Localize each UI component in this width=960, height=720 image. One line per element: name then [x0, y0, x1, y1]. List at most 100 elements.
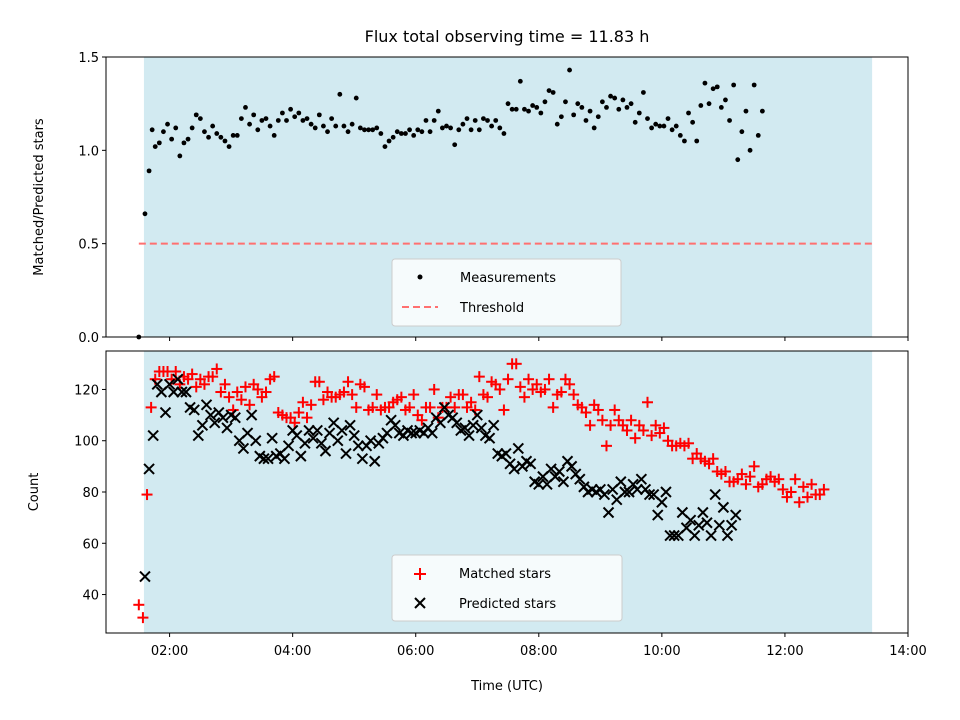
measurement-point-39 [296, 110, 302, 116]
measurement-point-31 [263, 116, 269, 121]
matched-star-point-89 [498, 404, 510, 416]
measurement-point-23 [230, 133, 236, 138]
measurement-point-146 [735, 157, 741, 163]
measurement-point-90 [505, 101, 511, 107]
measurement-point-97 [534, 105, 540, 110]
top-x-ticks [169, 337, 909, 341]
matched-star-point-149 [744, 471, 756, 483]
measurement-point-66 [407, 127, 412, 133]
measurement-point-78 [456, 127, 462, 133]
predicted-star-point-3 [151, 378, 163, 391]
measurement-point-51 [345, 129, 351, 135]
predicted-star-point-133 [684, 514, 697, 526]
predicted-star-point-35 [282, 440, 295, 452]
predicted-star-point-20 [221, 422, 233, 434]
matched-star-point-40 [297, 396, 309, 408]
predicted-star-point-90 [508, 463, 520, 475]
measurement-point-63 [394, 129, 400, 135]
matched-star-point-22 [223, 391, 235, 403]
predicted-star-point-113 [602, 506, 615, 519]
matched-star-point-31 [260, 386, 272, 398]
measurement-point-107 [575, 101, 581, 107]
measurement-point-28 [251, 112, 257, 118]
matched-star-point-57 [367, 401, 379, 413]
x-tick-label-6: 14:00 [889, 644, 926, 659]
bottom-legend-box [391, 554, 623, 622]
measurement-point-17 [206, 134, 211, 140]
measurement-point-79 [460, 121, 466, 127]
matched-stars-points [133, 358, 830, 624]
measurement-point-54 [357, 125, 363, 131]
predicted-star-point-51 [348, 429, 360, 442]
measurement-point-135 [690, 119, 696, 125]
bottom-y-axis-label: Count [27, 473, 42, 512]
matched-star-point-27 [244, 399, 256, 411]
measurement-point-105 [567, 67, 572, 73]
predicted-star-point-135 [693, 519, 705, 532]
matched-star-point-53 [350, 401, 362, 413]
predicted-star-point-94 [524, 458, 537, 470]
predicted-star-point-82 [475, 422, 488, 434]
measurement-point-60 [382, 144, 388, 150]
predicted-star-point-43 [315, 437, 328, 449]
measurement-point-126 [653, 121, 659, 127]
matched-star-point-162 [797, 481, 809, 493]
predicted-star-point-85 [487, 419, 500, 432]
matched-star-point-67 [408, 389, 420, 401]
measurement-point-26 [243, 105, 248, 110]
matched-star-point-106 [568, 389, 580, 401]
measurement-point-82 [472, 118, 478, 123]
matched-star-point-72 [428, 383, 440, 395]
measurement-point-147 [739, 129, 745, 135]
predicted-star-point-96 [533, 478, 545, 491]
measurement-point-38 [292, 114, 298, 120]
measurement-point-57 [370, 127, 376, 133]
predicted-star-point-17 [209, 417, 221, 429]
measurement-point-151 [755, 133, 761, 138]
measurement-point-114 [604, 105, 609, 110]
matched-star-point-21 [219, 378, 231, 390]
predicted-star-point-101 [553, 465, 566, 478]
measurement-point-46 [325, 129, 330, 135]
predicted-star-point-99 [545, 463, 557, 475]
top-legend-box [391, 258, 622, 327]
measurement-point-140 [710, 86, 716, 92]
matched-star-point-45 [317, 394, 329, 406]
predicted-star-point-14 [196, 419, 209, 432]
predicted-star-point-55 [364, 435, 377, 447]
top-y-tick-label-2: 1.0 [78, 144, 99, 159]
x-tick-label-2: 06:00 [397, 644, 434, 659]
measurement-point-122 [636, 110, 642, 116]
measurement-point-50 [341, 123, 347, 129]
measurement-point-123 [641, 90, 646, 95]
measurement-point-37 [288, 106, 294, 112]
measurement-point-149 [747, 147, 753, 153]
measurement-point-139 [706, 101, 712, 107]
measurement-point-43 [312, 125, 318, 131]
predicted-star-point-52 [352, 440, 364, 452]
measurement-point-134 [686, 110, 691, 116]
measurement-point-113 [599, 99, 605, 105]
matched-star-point-14 [190, 381, 202, 393]
predicted-star-point-81 [471, 409, 483, 421]
measurement-point-73 [435, 108, 441, 114]
predicted-star-point-49 [340, 447, 352, 460]
predicted-star-point-102 [557, 476, 570, 488]
measurement-point-13 [189, 125, 195, 131]
matched-star-point-76 [445, 391, 457, 403]
measurement-point-8 [169, 136, 175, 142]
matched-star-point-25 [235, 394, 247, 406]
predicted-star-point-88 [500, 447, 512, 460]
predicted-star-point-10 [180, 386, 192, 398]
matched-star-point-18 [207, 371, 219, 383]
matched-star-point-81 [465, 396, 477, 408]
measurement-point-91 [509, 106, 515, 112]
measurement-point-36 [284, 118, 289, 123]
matched-star-point-126 [650, 419, 662, 431]
measurement-point-103 [558, 114, 564, 120]
matched-star-point-125 [646, 430, 658, 442]
matched-star-point-119 [621, 424, 633, 436]
measurement-point-67 [411, 133, 417, 138]
measurement-point-128 [661, 123, 667, 129]
